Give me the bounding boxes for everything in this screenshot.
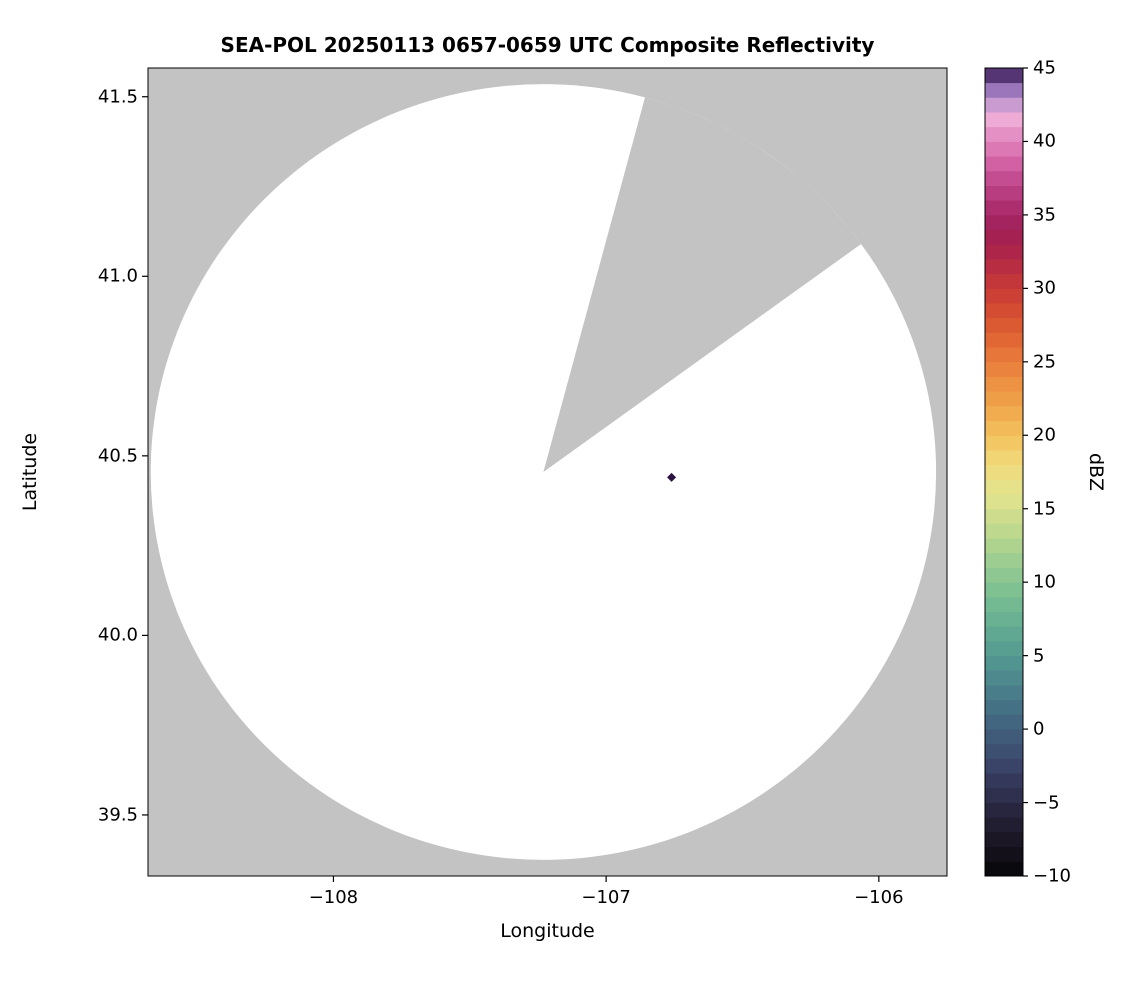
colorbar-band	[985, 141, 1023, 157]
colorbar-outline	[984, 67, 1024, 877]
colorbar-band	[985, 567, 1023, 583]
y-tick-label: 41.0	[97, 265, 138, 287]
colorbar-band	[985, 258, 1023, 275]
colorbar-band	[985, 317, 1023, 333]
colorbar-band	[985, 97, 1023, 113]
echo-marker	[667, 472, 677, 482]
colorbar-band	[985, 611, 1023, 627]
colorbar-band	[985, 538, 1023, 554]
colorbar-band	[985, 596, 1023, 612]
colorbar-band	[985, 846, 1023, 862]
colorbar-band	[985, 303, 1023, 319]
colorbar-tick-label: −10	[1033, 865, 1071, 887]
chart-title: SEA-POL 20250113 0657-0659 UTC Composite…	[220, 33, 875, 57]
colorbar-tick-label: 40	[1033, 130, 1056, 152]
y-tick-label: 40.0	[97, 624, 138, 646]
colorbar-band	[985, 185, 1023, 201]
colorbar-band	[985, 214, 1023, 230]
colorbar-tick-label: 30	[1033, 277, 1056, 299]
colorbar-tick-label: 35	[1033, 204, 1056, 226]
y-tick-label: 41.5	[97, 86, 138, 108]
colorbar-band	[985, 229, 1023, 245]
colorbar-band	[985, 714, 1023, 730]
missing-sector-wedge	[543, 97, 862, 473]
colorbar-band	[985, 112, 1023, 128]
y-axis-label: Latitude	[19, 432, 41, 512]
colorbar-band	[985, 361, 1023, 377]
colorbar-tick-label: 25	[1033, 351, 1056, 373]
colorbar-band	[985, 582, 1023, 598]
colorbar-band	[985, 802, 1023, 818]
colorbar-band	[985, 817, 1023, 833]
colorbar-band	[985, 758, 1023, 774]
colorbar-band	[985, 861, 1023, 877]
colorbar-band	[985, 831, 1023, 848]
colorbar-band	[985, 200, 1023, 216]
colorbar-tick-label: 10	[1033, 571, 1056, 593]
colorbar-tick-label: 45	[1033, 57, 1056, 79]
x-tick-label: −107	[581, 887, 631, 908]
colorbar-band	[985, 449, 1023, 466]
colorbar-band	[985, 405, 1023, 421]
colorbar-band	[985, 773, 1023, 789]
colorbar-tick-label: 20	[1033, 424, 1056, 446]
colorbar-band	[985, 685, 1023, 701]
axes-spine	[147, 67, 948, 877]
colorbar-band	[985, 391, 1023, 407]
colorbar-band	[985, 170, 1023, 186]
x-tick-label: −106	[854, 887, 904, 908]
colorbar-band	[985, 156, 1023, 172]
colorbar-tick-label: 0	[1033, 718, 1045, 740]
x-tick-label: −108	[308, 887, 359, 908]
colorbar-band	[985, 273, 1023, 289]
colorbar-tick-label: 15	[1033, 498, 1056, 520]
colorbar-band	[985, 435, 1023, 451]
colorbar-band	[985, 626, 1023, 642]
colorbar-band	[985, 244, 1023, 260]
colorbar-band	[985, 523, 1023, 539]
colorbar-band	[985, 68, 1023, 84]
y-tick-label: 40.5	[97, 445, 138, 467]
colorbar-band	[985, 464, 1023, 480]
colorbar-band	[985, 332, 1023, 348]
colorbar-label: dBZ	[1085, 452, 1107, 492]
colorbar-band	[985, 82, 1023, 98]
colorbar-band	[985, 655, 1023, 671]
colorbar-band	[985, 420, 1023, 436]
x-axis-label: Longitude	[500, 920, 595, 942]
colorbar-band	[985, 743, 1023, 759]
y-tick-label: 39.5	[97, 804, 138, 826]
colorbar-band	[985, 640, 1023, 657]
colorbar-band	[985, 126, 1023, 142]
colorbar-band	[985, 347, 1023, 363]
colorbar-band	[985, 670, 1023, 686]
colorbar-tick-label: 5	[1033, 645, 1045, 667]
colorbar-band	[985, 729, 1023, 745]
colorbar-band	[985, 787, 1023, 803]
colorbar-band	[985, 288, 1023, 304]
colorbar-band	[985, 479, 1023, 495]
colorbar-tick-label: −5	[1033, 792, 1060, 814]
colorbar-band	[985, 552, 1023, 568]
colorbar-band	[985, 494, 1023, 510]
colorbar-band	[985, 508, 1023, 524]
colorbar-band	[985, 699, 1023, 715]
colorbar-band	[985, 376, 1023, 392]
